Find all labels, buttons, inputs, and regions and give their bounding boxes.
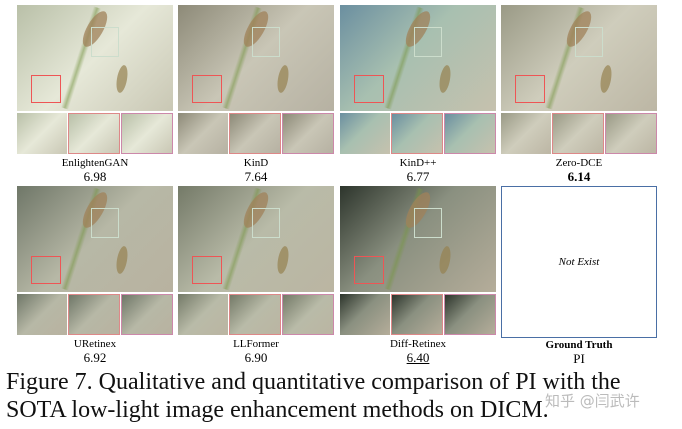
panel-kind: KinD 7.64 — [178, 5, 334, 184]
panel-diff-retinex: Diff-Retinex 6.40 — [340, 186, 496, 365]
zoom-crop — [501, 113, 551, 154]
green-zoom-box — [91, 208, 119, 238]
green-zoom-box — [414, 208, 442, 238]
pi-score: 6.14 — [567, 169, 591, 184]
not-exist-label: Not Exist — [558, 256, 600, 268]
zoom-crop — [17, 294, 67, 335]
red-zoom-box — [192, 75, 222, 103]
enhanced-image — [178, 5, 334, 111]
zoom-crop — [340, 294, 390, 335]
enhanced-image — [501, 5, 657, 111]
method-name: KinD — [243, 157, 269, 169]
green-zoom-box — [575, 27, 603, 57]
zoom-crop — [282, 113, 334, 154]
zoom-crop — [68, 113, 120, 154]
zoom-crop — [605, 113, 657, 154]
enhanced-image — [340, 5, 496, 111]
zoom-crop — [340, 113, 390, 154]
method-name: URetinex — [73, 338, 117, 350]
method-name: KinD++ — [399, 157, 437, 169]
pi-score: PI — [573, 351, 585, 366]
zoom-crop — [178, 113, 228, 154]
pi-score: 6.77 — [406, 169, 430, 184]
green-zoom-box — [252, 27, 280, 57]
zoom-crop — [229, 113, 281, 154]
red-zoom-box — [354, 256, 384, 284]
watermark: 知乎 @闫武许 — [545, 392, 640, 410]
method-name: Diff-Retinex — [389, 338, 446, 350]
method-name: Ground Truth — [545, 339, 613, 351]
zoom-crop — [178, 294, 228, 335]
panel-enlightengan: EnlightenGAN 6.98 — [17, 5, 173, 184]
method-name: EnlightenGAN — [61, 157, 129, 169]
panel-kind-: KinD++ 6.77 — [340, 5, 496, 184]
figure-caption: Figure 7. Qualitative and quantitative c… — [6, 369, 621, 423]
pi-score: 6.40 — [406, 350, 430, 365]
method-name: Zero-DCE — [555, 157, 603, 169]
pi-score: 6.92 — [83, 350, 107, 365]
green-zoom-box — [252, 208, 280, 238]
zoom-crop — [121, 294, 173, 335]
zoom-crop — [121, 113, 173, 154]
panel-ground-truth: Not Exist Ground Truth PI — [501, 186, 657, 366]
red-zoom-box — [354, 75, 384, 103]
zoom-crop — [229, 294, 281, 335]
zoom-crop — [391, 294, 443, 335]
enhanced-image — [178, 186, 334, 292]
pi-score: 6.98 — [83, 169, 107, 184]
zoom-crop — [17, 113, 67, 154]
method-name: LLFormer — [233, 338, 279, 350]
panel-llformer: LLFormer 6.90 — [178, 186, 334, 365]
enhanced-image — [340, 186, 496, 292]
red-zoom-box — [192, 256, 222, 284]
enhanced-image — [17, 186, 173, 292]
pi-score: 7.64 — [244, 169, 268, 184]
panel-zero-dce: Zero-DCE 6.14 — [501, 5, 657, 184]
red-zoom-box — [31, 256, 61, 284]
green-zoom-box — [414, 27, 442, 57]
zoom-crop — [552, 113, 604, 154]
not-exist-box: Not Exist — [501, 186, 657, 338]
pi-score: 6.90 — [244, 350, 268, 365]
zoom-crop — [282, 294, 334, 335]
zoom-crop — [68, 294, 120, 335]
red-zoom-box — [515, 75, 545, 103]
zoom-crop — [391, 113, 443, 154]
panel-uretinex: URetinex 6.92 — [17, 186, 173, 365]
zoom-crop — [444, 294, 496, 335]
zoom-crop — [444, 113, 496, 154]
red-zoom-box — [31, 75, 61, 103]
enhanced-image — [17, 5, 173, 111]
green-zoom-box — [91, 27, 119, 57]
